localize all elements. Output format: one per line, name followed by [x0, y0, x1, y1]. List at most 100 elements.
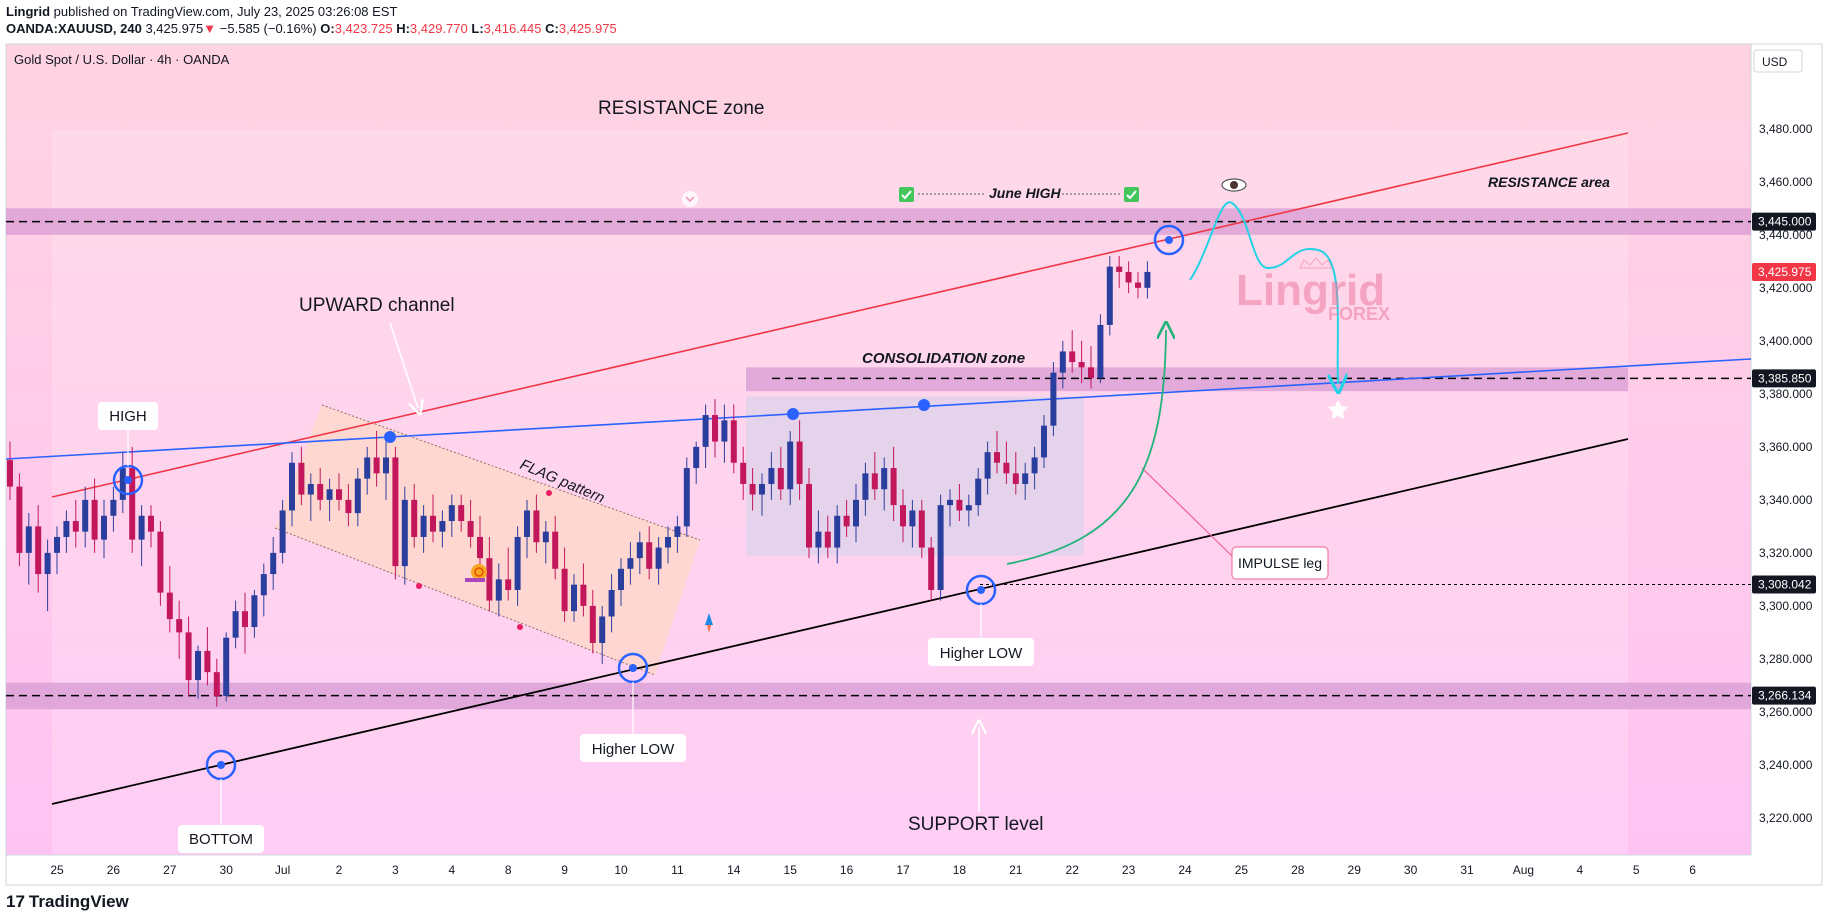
- candle-down: [477, 536, 483, 559]
- swing-point-dot: [1165, 236, 1173, 244]
- candle-down: [1125, 271, 1132, 283]
- candle-up: [270, 552, 277, 575]
- candle-up: [364, 457, 371, 479]
- x-tick-label: 3: [392, 863, 399, 877]
- candle-down: [994, 452, 1000, 463]
- candle-up: [1144, 271, 1151, 288]
- watermark-main: Lingrid: [1236, 266, 1385, 315]
- candle-down: [7, 460, 13, 487]
- candle-up: [834, 515, 841, 548]
- down-arrow-icon: ▼: [203, 21, 217, 36]
- blue-trend-line: [5, 358, 1752, 460]
- candle-up: [984, 452, 991, 479]
- star-icon: [1328, 400, 1348, 419]
- candle-down: [890, 468, 897, 506]
- candle-up: [223, 637, 230, 696]
- last-price: 3,425.975: [145, 21, 204, 36]
- candle-up: [702, 415, 709, 447]
- candle-up: [787, 441, 794, 490]
- price-label-box: [1752, 575, 1816, 594]
- candle-down: [336, 489, 342, 500]
- x-tick-label: 21: [1009, 863, 1023, 877]
- y-tick-label: 3,300.000: [1759, 599, 1813, 613]
- candle-up: [683, 468, 690, 527]
- candle-down: [824, 531, 831, 548]
- x-tick-label: 14: [727, 863, 741, 877]
- x-tick-label: 27: [163, 863, 177, 877]
- candle-down: [467, 521, 474, 537]
- high-label: H:: [396, 21, 410, 36]
- resistance-zone-label: RESISTANCE zone: [598, 98, 764, 119]
- candle-down: [740, 462, 747, 484]
- candle-down: [900, 505, 906, 527]
- ohlc-bar: OANDA:XAUUSD, 240 3,425.975▼ −5.585 (−0.…: [6, 21, 617, 36]
- candle-up: [439, 521, 446, 532]
- candle-down: [176, 619, 183, 633]
- candle-up: [138, 515, 145, 540]
- june-high-label: June HIGH: [989, 185, 1061, 201]
- candle-down: [589, 605, 596, 643]
- close-value: 3,425.975: [558, 21, 617, 36]
- candle-down: [749, 483, 756, 495]
- price-change: −5.585 (−0.16%): [219, 21, 317, 36]
- y-tick-label: 3,280.000: [1759, 652, 1813, 666]
- impulse-leg-pointer: [1141, 467, 1233, 557]
- open-label: O:: [320, 21, 335, 36]
- price-label: 3,308.042: [1758, 578, 1812, 592]
- publish-info: Lingrid published on TradingView.com, Ju…: [6, 4, 397, 19]
- high-label: HIGH: [109, 408, 147, 425]
- price-label: 3,425.975: [1758, 265, 1812, 279]
- candle-up: [1106, 266, 1113, 325]
- tradingview-logo[interactable]: 17 TradingView: [6, 892, 129, 912]
- candle-down: [580, 584, 587, 606]
- checkmark-icon-right: [1124, 187, 1139, 202]
- candle-down: [561, 568, 568, 612]
- candle-up: [1041, 425, 1047, 458]
- candle-up: [44, 552, 51, 575]
- y-tick-label: 3,460.000: [1759, 175, 1813, 189]
- candle-up: [232, 611, 239, 638]
- candle-down: [486, 558, 493, 601]
- currency-box[interactable]: [1753, 49, 1803, 73]
- candle-down: [185, 632, 192, 681]
- price-label: 3,266.134: [1758, 689, 1812, 703]
- candle-up: [495, 579, 502, 601]
- y-tick-label: 3,360.000: [1759, 440, 1813, 454]
- x-tick-label: 26: [107, 863, 121, 877]
- candle-down: [430, 515, 436, 532]
- candle-down: [213, 672, 220, 696]
- candle-down: [1078, 362, 1085, 368]
- candle-down: [91, 499, 98, 540]
- candle-down: [806, 483, 812, 548]
- candle-up: [571, 584, 577, 612]
- x-tick-label: Aug: [1513, 863, 1534, 877]
- low-value: 3,416.445: [483, 21, 542, 36]
- candle-down: [956, 499, 963, 511]
- checkmark-icon-left: [899, 187, 914, 202]
- candle-up: [383, 457, 389, 474]
- candle-up: [542, 531, 549, 543]
- candle-up: [909, 510, 916, 527]
- candle-up: [119, 468, 126, 500]
- candle-up: [655, 547, 662, 569]
- candle-up: [965, 505, 972, 511]
- bottom-badge: BOTTOM: [178, 825, 264, 853]
- x-tick-label: 25: [1235, 863, 1249, 877]
- x-tick-label: 23: [1122, 863, 1136, 877]
- flag-anchor-point: [517, 624, 523, 630]
- candle-down: [1135, 282, 1141, 288]
- right-axis-panel: [1751, 44, 1829, 855]
- candle-up: [420, 515, 427, 537]
- upward-channel-arrow: [389, 322, 418, 408]
- candle-up: [947, 499, 953, 506]
- x-tick-label: 15: [784, 863, 798, 877]
- candle-down: [16, 486, 23, 553]
- candle-down: [298, 462, 305, 495]
- swing-point-dot: [629, 664, 637, 672]
- x-tick-label: 10: [614, 863, 628, 877]
- x-tick-label: 24: [1178, 863, 1192, 877]
- x-tick-label: 28: [1291, 863, 1305, 877]
- x-tick-label: 8: [505, 863, 512, 877]
- y-tick-label: 3,260.000: [1759, 705, 1813, 719]
